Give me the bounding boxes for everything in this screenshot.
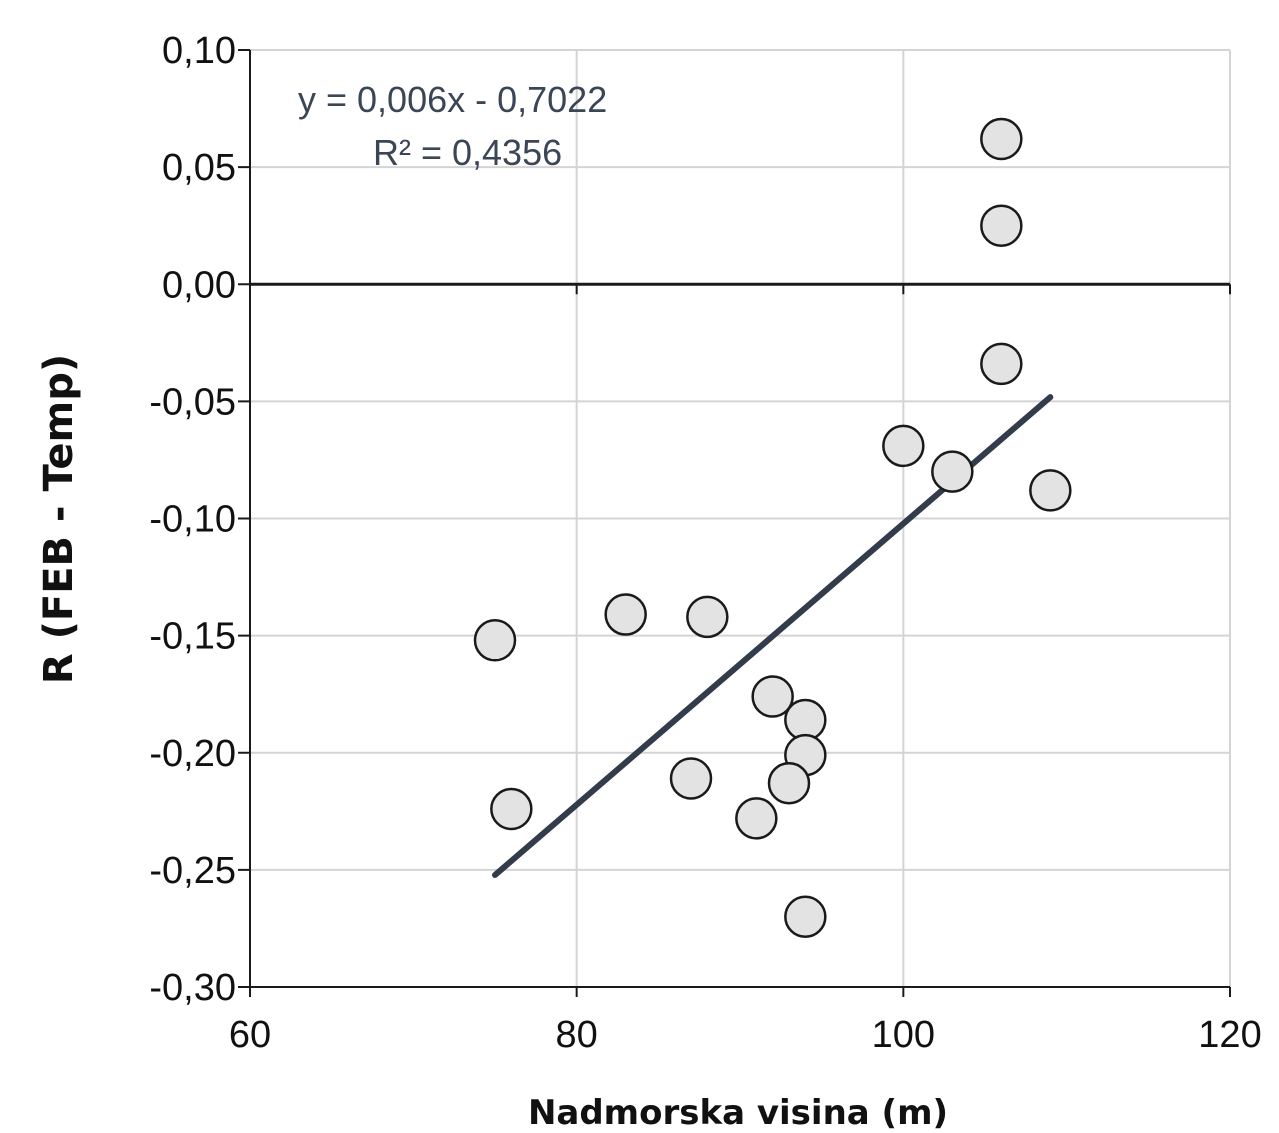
data-point — [735, 797, 778, 840]
x-tick-label: 120 — [1198, 1014, 1261, 1056]
x-tick-label: 60 — [229, 1014, 271, 1056]
data-point — [767, 761, 811, 805]
data-point — [686, 595, 729, 639]
trendline-equation: y = 0,006x - 0,7022 — [298, 79, 607, 120]
data-point — [751, 675, 794, 718]
y-tick-label: 0,10 — [162, 30, 236, 72]
y-tick-label: -0,15 — [149, 616, 236, 658]
data-point — [980, 204, 1023, 247]
y-tick-label: -0,25 — [149, 850, 236, 892]
y-tick-label: 0,05 — [162, 147, 236, 189]
data-point — [931, 450, 974, 493]
x-axis-title: Nadmorska visina (m) — [528, 1093, 948, 1133]
tick-labels: 0,10 0,05 0,00 -0,05 -0,10 -0,15 -0,20 -0,25 -0,… — [149, 30, 1261, 1056]
x-tick-label: 100 — [872, 1014, 935, 1056]
data-points — [473, 117, 1072, 938]
data-point — [490, 787, 533, 831]
y-tick-label: -0,30 — [149, 967, 236, 1009]
data-point — [1029, 469, 1072, 512]
y-axis-title: R (FEB - Temp) — [36, 354, 82, 684]
y-tick-label: -0,20 — [149, 733, 236, 775]
data-point — [473, 619, 517, 662]
y-tick-label: -0,10 — [149, 499, 236, 541]
axes — [238, 49, 1231, 997]
data-point — [784, 895, 827, 938]
r-squared-label: R² = 0,4356 — [373, 132, 562, 173]
data-point — [604, 593, 647, 636]
data-point — [980, 117, 1023, 161]
grid — [250, 49, 1231, 988]
x-tick-label: 80 — [556, 1014, 598, 1056]
y-tick-label: -0,05 — [149, 381, 236, 423]
data-point — [980, 342, 1023, 386]
data-point — [669, 757, 713, 800]
y-tick-label: 0,00 — [162, 264, 236, 306]
data-point — [882, 424, 925, 468]
